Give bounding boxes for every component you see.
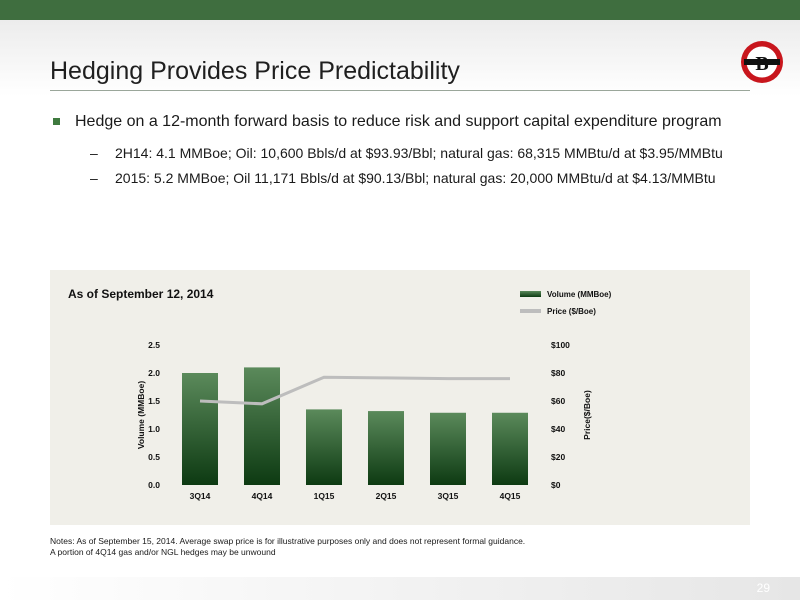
y-right-tick-label: $20 <box>551 452 565 462</box>
y-axis-right-title: Price($/Boe) <box>582 390 592 440</box>
x-tick-label: 1Q15 <box>314 491 335 501</box>
y-left-tick-label: 2.5 <box>148 340 160 350</box>
y-axis-left-title: Volume (MMBoe) <box>136 381 146 449</box>
x-tick-label: 4Q15 <box>500 491 521 501</box>
chart-panel: As of September 12, 2014 Volume (MMBoe) … <box>50 270 750 525</box>
y-right-tick-label: $40 <box>551 424 565 434</box>
y-left-tick-label: 0.5 <box>148 452 160 462</box>
top-accent-bar <box>0 0 800 20</box>
legend-price-label: Price ($/Boe) <box>547 307 596 316</box>
volume-bars <box>182 367 528 485</box>
y-right-tick-label: $0 <box>551 480 561 490</box>
logo-letter: B <box>755 53 768 75</box>
legend-volume-label: Volume (MMBoe) <box>547 290 612 299</box>
legend-volume-swatch <box>520 291 541 297</box>
header-band <box>0 20 800 96</box>
sub-bullet-list: – 2H14: 4.1 MMBoe; Oil: 10,600 Bbls/d at… <box>50 144 750 187</box>
sub-bullet: – 2015: 5.2 MMBoe; Oil 11,171 Bbls/d at … <box>50 169 750 187</box>
price-line <box>199 375 510 406</box>
x-axis: 3Q14 4Q14 1Q15 2Q15 3Q15 4Q15 <box>190 491 521 501</box>
slide-title: Hedging Provides Price Predictability <box>50 57 460 85</box>
y-right-tick-label: $80 <box>551 368 565 378</box>
volume-bar <box>244 367 280 485</box>
y-axis-left: 0.0 0.5 1.0 1.5 2.0 2.5 <box>148 340 160 490</box>
footnote-line: Notes: As of September 15, 2014. Average… <box>50 536 526 546</box>
footnotes: Notes: As of September 15, 2014. Average… <box>50 536 525 558</box>
x-tick-label: 4Q14 <box>252 491 273 501</box>
volume-bar <box>368 411 404 485</box>
y-left-tick-label: 1.5 <box>148 396 160 406</box>
logo-bar <box>744 59 780 65</box>
content-area: Hedge on a 12-month forward basis to red… <box>50 112 750 194</box>
title-divider <box>50 90 750 91</box>
x-tick-label: 2Q15 <box>376 491 397 501</box>
x-tick-label: 3Q15 <box>438 491 459 501</box>
volume-bar <box>182 373 218 485</box>
dash-marker: – <box>90 170 98 186</box>
bullet-square-icon <box>53 118 60 125</box>
main-bullet-text: Hedge on a 12-month forward basis to red… <box>75 113 722 130</box>
x-tick-label: 3Q14 <box>190 491 211 501</box>
y-right-tick-label: $100 <box>551 340 570 350</box>
volume-bar <box>430 412 466 485</box>
y-left-tick-label: 2.0 <box>148 368 160 378</box>
y-left-tick-label: 0.0 <box>148 480 160 490</box>
sub-bullet-text: 2H14: 4.1 MMBoe; Oil: 10,600 Bbls/d at $… <box>115 145 723 161</box>
page-number: 29 <box>756 581 770 595</box>
y-right-tick-label: $60 <box>551 396 565 406</box>
footnote-line: A portion of 4Q14 gas and/or NGL hedges … <box>50 547 276 557</box>
volume-bar <box>492 412 528 485</box>
main-bullet: Hedge on a 12-month forward basis to red… <box>50 112 750 132</box>
volume-bar <box>306 409 342 485</box>
company-logo: B <box>741 41 783 83</box>
footer-band <box>0 577 800 600</box>
sub-bullet: – 2H14: 4.1 MMBoe; Oil: 10,600 Bbls/d at… <box>50 144 750 162</box>
dash-marker: – <box>90 145 98 161</box>
hedging-chart: As of September 12, 2014 Volume (MMBoe) … <box>68 287 612 501</box>
chart-title: As of September 12, 2014 <box>68 287 214 301</box>
y-axis-right: $0 $20 $40 $60 $80 $100 <box>551 340 570 490</box>
sub-bullet-text: 2015: 5.2 MMBoe; Oil 11,171 Bbls/d at $9… <box>115 170 716 186</box>
y-left-tick-label: 1.0 <box>148 424 160 434</box>
